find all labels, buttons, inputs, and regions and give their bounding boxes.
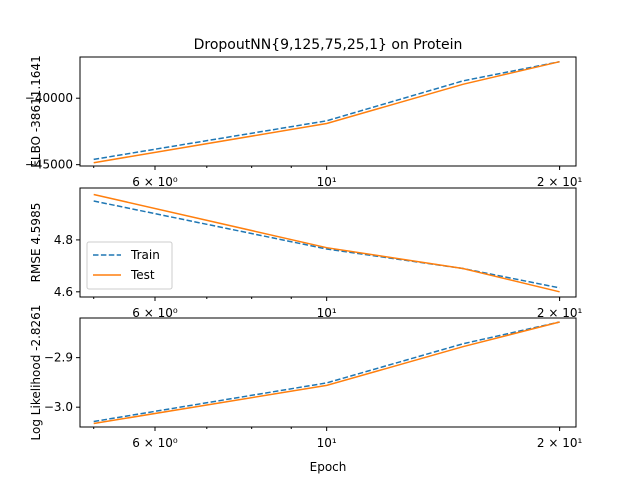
x-tick-label: 2 × 10¹ — [537, 436, 583, 450]
subplot-2: 6 × 10⁰ 10¹ 2 × 10¹ 4.6 4.8 RMSE 4.5985 — [29, 187, 583, 320]
series-line-test — [93, 321, 560, 425]
x-tick-label: 6 × 10⁰ — [132, 175, 178, 189]
y-tick-label: −2.9 — [44, 351, 73, 365]
series-line-train — [93, 60, 560, 161]
y-tick-label: −45000 — [25, 158, 73, 172]
x-tick-label: 6 × 10⁰ — [132, 306, 178, 320]
series-line-train — [93, 321, 560, 423]
y-axis-label: RMSE 4.5985 — [29, 203, 43, 283]
x-tick-label: 2 × 10¹ — [537, 306, 583, 320]
axes-frame — [79, 187, 577, 298]
legend-label-train: Train — [130, 248, 160, 262]
x-tick-label: 2 × 10¹ — [537, 175, 583, 189]
series-line-test — [93, 60, 560, 164]
legend-label-test: Test — [130, 268, 155, 282]
legend: Train Test — [86, 241, 173, 290]
x-tick-label: 10¹ — [317, 306, 337, 320]
x-tick-label: 10¹ — [317, 436, 337, 450]
axes-frame — [79, 317, 577, 428]
y-tick-label: −3.0 — [44, 400, 73, 414]
x-tick-label: 10¹ — [317, 175, 337, 189]
series-line-test — [93, 193, 560, 293]
figure-title: DropoutNN{9,125,75,25,1} on Protein — [194, 37, 463, 53]
y-tick-label: −40000 — [25, 91, 73, 105]
series-line-train — [93, 200, 560, 289]
x-tick-label: 6 × 10⁰ — [132, 436, 178, 450]
axes-frame — [79, 56, 577, 167]
y-tick-label: 4.6 — [54, 285, 73, 299]
y-axis-label: Log Likelihood -2.8261 — [29, 305, 43, 441]
y-tick-label: 4.8 — [54, 233, 73, 247]
x-axis-label: Epoch — [310, 460, 347, 474]
legend-box — [86, 241, 173, 290]
y-axis-label: ELBO -38611.1641 — [29, 55, 43, 167]
